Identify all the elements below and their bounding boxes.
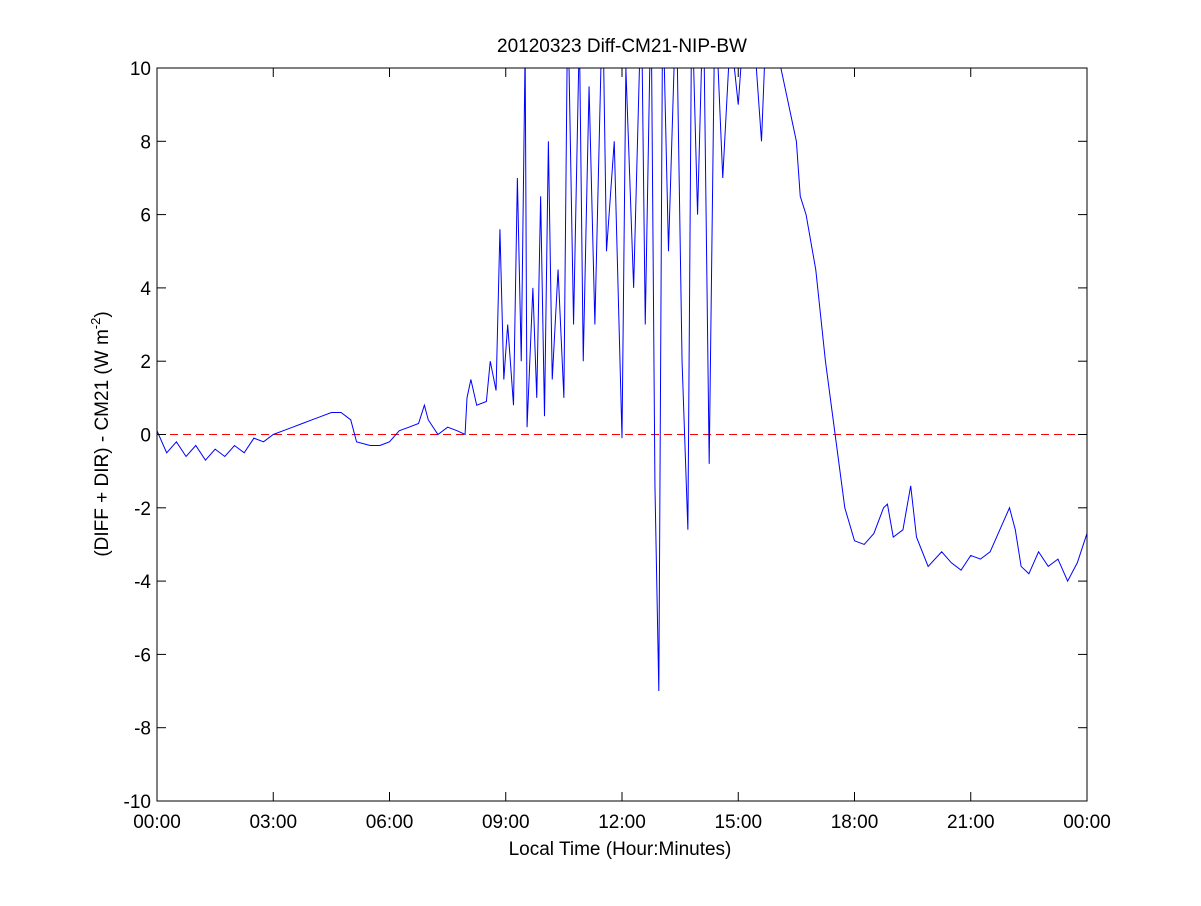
x-tick-label: 09:00 bbox=[482, 812, 530, 833]
data-line bbox=[157, 68, 1087, 692]
y-tick-label: 0 bbox=[140, 426, 151, 447]
x-tick-label: 12:00 bbox=[598, 812, 646, 833]
x-tick-label: 21:00 bbox=[947, 812, 995, 833]
x-axis-label: Local Time (Hour:Minutes) bbox=[509, 839, 732, 860]
y-axis-label-suffix: ) bbox=[92, 311, 113, 317]
y-axis-label: (DIFF + DIR) - CM21 (W m-2) bbox=[88, 311, 113, 556]
x-tick-label: 03:00 bbox=[249, 812, 297, 833]
x-tick-label: 06:00 bbox=[366, 812, 414, 833]
y-tick-label: -10 bbox=[124, 792, 151, 813]
y-tick-label: 4 bbox=[140, 279, 151, 300]
y-tick-label: 8 bbox=[140, 132, 151, 153]
y-tick-label: -2 bbox=[134, 499, 151, 520]
y-tick-label: -6 bbox=[134, 645, 151, 666]
y-tick-label: -4 bbox=[134, 572, 151, 593]
y-tick-label: 6 bbox=[140, 206, 151, 227]
x-tick-label: 00:00 bbox=[133, 812, 181, 833]
y-tick-label: 10 bbox=[130, 59, 151, 80]
x-tick-label: 18:00 bbox=[831, 812, 879, 833]
y-tick-label: -8 bbox=[134, 719, 151, 740]
chart-title: 20120323 Diff-CM21-NIP-BW bbox=[497, 36, 747, 57]
y-axis-label-text: (DIFF + DIR) - CM21 (W m bbox=[92, 329, 113, 556]
y-axis-label-superscript: -2 bbox=[88, 318, 103, 330]
x-tick-label: 15:00 bbox=[714, 812, 762, 833]
y-tick-label: 2 bbox=[140, 352, 151, 373]
x-tick-label: 00:00 bbox=[1063, 812, 1111, 833]
